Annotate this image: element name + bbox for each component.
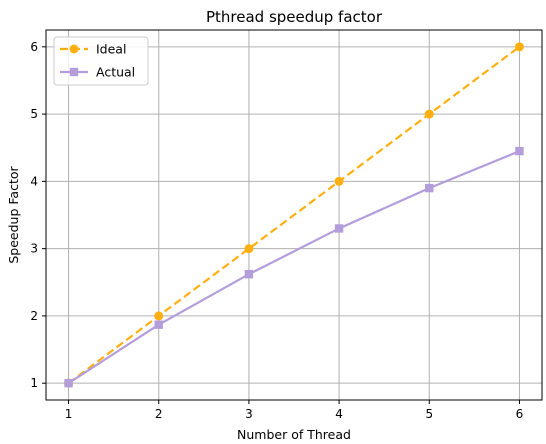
data-point (64, 379, 72, 387)
data-point (515, 147, 523, 155)
series-layer (64, 42, 524, 387)
data-point (244, 244, 253, 253)
legend-label: Actual (96, 65, 135, 80)
data-point (335, 224, 343, 232)
x-tick-label: 1 (65, 407, 73, 421)
series-ideal (64, 42, 524, 387)
chart-title: Pthread speedup factor (206, 8, 383, 26)
y-axis-ticks: 1 2 3 4 5 6 (30, 40, 46, 390)
data-point (425, 184, 433, 192)
data-point (155, 320, 163, 328)
data-point (154, 311, 163, 320)
data-point (335, 177, 344, 186)
y-tick-label: 3 (30, 242, 38, 256)
x-axis-ticks: 1 2 3 4 5 6 (65, 400, 524, 421)
x-tick-label: 6 (516, 407, 524, 421)
x-tick-label: 5 (425, 407, 433, 421)
y-tick-label: 2 (30, 309, 38, 323)
y-axis-label: Speedup Factor (6, 166, 21, 264)
series-line (69, 151, 520, 383)
series-line (69, 47, 520, 383)
x-tick-label: 2 (155, 407, 163, 421)
y-tick-label: 1 (30, 376, 38, 390)
data-point (515, 42, 524, 51)
legend-swatch-marker (70, 45, 79, 54)
x-tick-label: 4 (335, 407, 343, 421)
legend: Ideal Actual (54, 37, 148, 85)
legend-swatch-marker (70, 68, 78, 76)
data-point (245, 270, 253, 278)
y-tick-label: 4 (30, 174, 38, 188)
legend-label: Ideal (96, 42, 126, 57)
x-axis-label: Number of Thread (237, 427, 351, 442)
y-tick-label: 6 (30, 40, 38, 54)
x-tick-label: 3 (245, 407, 253, 421)
y-tick-label: 5 (30, 107, 38, 121)
series-actual (64, 147, 523, 387)
data-point (425, 110, 434, 119)
